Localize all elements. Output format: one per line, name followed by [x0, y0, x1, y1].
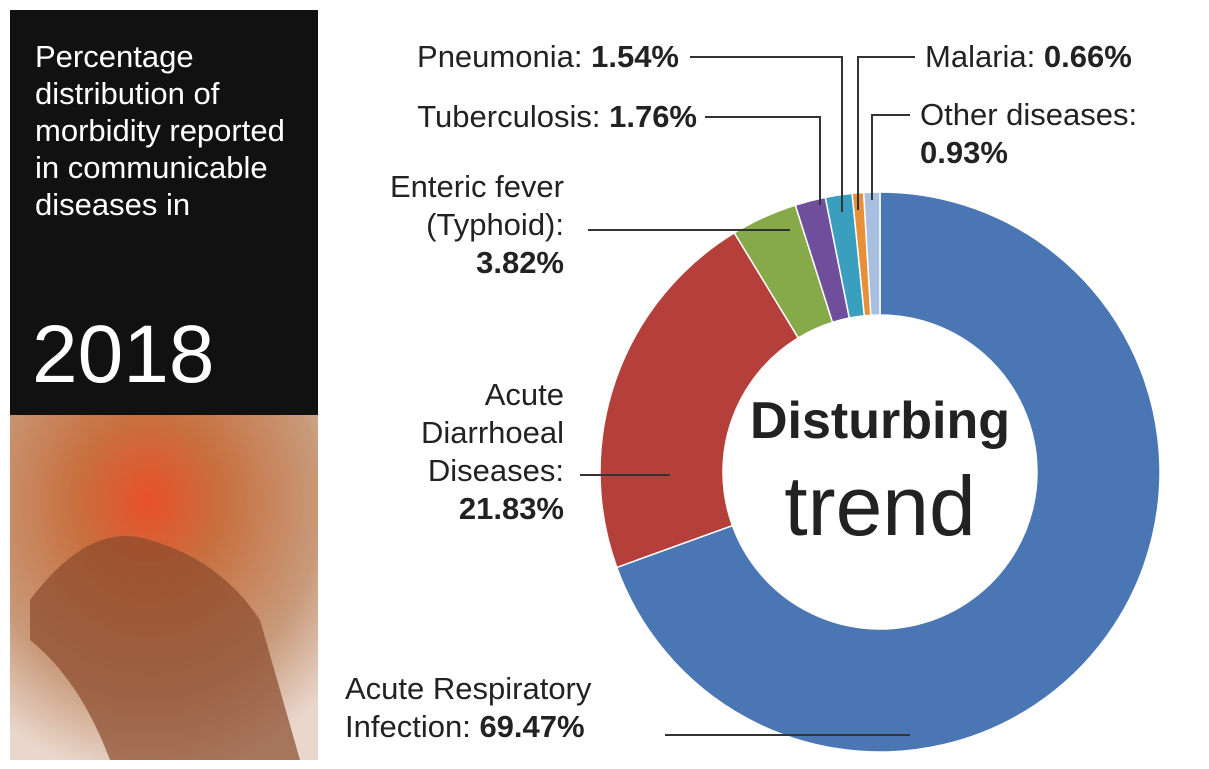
label-value: 21.83% [458, 491, 564, 526]
photo-hand [30, 536, 300, 760]
donut-slice [862, 191, 881, 317]
slice-label: Acute Diarrhoeal Diseases: 21.83% [394, 376, 564, 528]
leader-line [690, 56, 843, 212]
slice-label: Malaria: 0.66% [925, 38, 1132, 76]
slice-label: Acute Respiratory Infection: 69.47% [345, 670, 675, 746]
leader-line [857, 56, 915, 210]
label-name: Other diseases: [920, 97, 1138, 132]
label-name: Acute Diarrhoeal Diseases: [420, 377, 564, 488]
donut-slice [615, 191, 1161, 753]
chart-title: Percentage distribution of morbidity rep… [35, 39, 285, 222]
label-name: Enteric fever (Typhoid): [389, 169, 564, 242]
label-value: 0.93% [920, 135, 1008, 170]
leader-line [871, 114, 910, 200]
donut-slice [599, 231, 800, 569]
label-value: 1.76% [609, 99, 697, 134]
label-value: 0.66% [1043, 39, 1132, 74]
center-title: Disturbing [750, 392, 1010, 450]
slice-label: Tuberculosis: 1.76% [417, 98, 697, 136]
center-subtitle: trend [784, 459, 975, 553]
label-value: 69.47% [479, 709, 585, 744]
slice-label: Pneumonia: 1.54% [417, 38, 679, 76]
label-name: Pneumonia: [417, 39, 583, 74]
label-name: Acute Respiratory Infection: [345, 671, 592, 744]
label-name: Malaria: [925, 39, 1036, 74]
slice-label: Enteric fever (Typhoid): 3.82% [384, 168, 564, 282]
slice-label: Other diseases: 0.93% [920, 96, 1200, 172]
chart-year: 2018 [32, 309, 215, 400]
title-box: Percentage distribution of morbidity rep… [10, 10, 318, 415]
label-value: 3.82% [476, 245, 564, 280]
label-name: Tuberculosis: [417, 99, 601, 134]
leader-lines [580, 56, 915, 736]
label-value: 1.54% [591, 39, 679, 74]
leader-line [705, 116, 821, 205]
